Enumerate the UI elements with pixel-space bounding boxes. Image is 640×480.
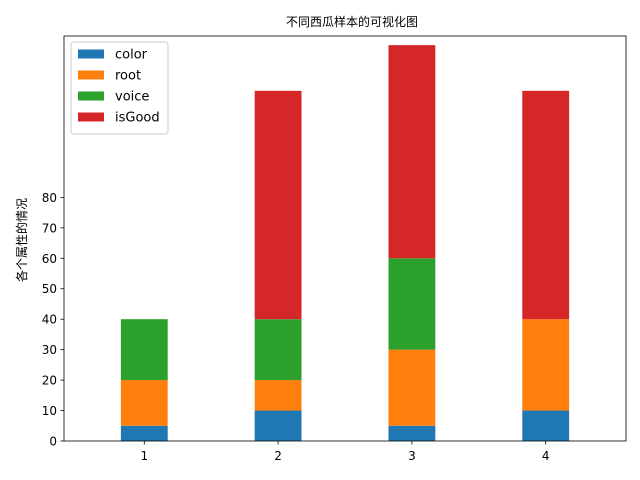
y-tick-label-10: 10 [42,404,57,418]
bar-voice-2 [254,319,302,381]
y-tick-label-30: 30 [42,343,57,357]
y-tick-label-80: 80 [42,191,57,205]
plot-frame [63,35,627,442]
x-tick-label-4: 4 [542,449,550,463]
bar-root-1 [120,380,168,426]
bars-layer [120,45,570,441]
bar-isGood-3 [388,45,436,259]
bar-root-3 [388,349,436,426]
legend-swatch-voice [78,91,104,101]
bar-color-2 [254,410,302,441]
bar-root-2 [254,380,302,411]
bar-voice-3 [388,258,436,350]
bar-color-3 [388,425,436,441]
bar-isGood-2 [254,90,302,320]
legend-label-voice: voice [115,90,149,105]
y-axis-label: 各个属性的情况 [14,198,29,282]
bar-voice-1 [120,319,168,381]
y-tick-label-40: 40 [42,313,57,327]
legend-label-root: root [115,69,141,84]
legend-swatch-color [78,49,104,59]
y-tick-label-20: 20 [42,374,57,388]
legend-frame [70,41,169,135]
chart-title: 不同西瓜样本的可视化图 [286,14,418,29]
bar-color-1 [120,425,168,441]
legend-swatch-isGood [78,112,104,122]
x-tick-label-2: 2 [274,449,282,463]
y-tick-label-60: 60 [42,252,57,266]
bar-color-4 [522,410,570,441]
x-tick-label-1: 1 [140,449,148,463]
legend: color root voice isGood [70,41,169,135]
y-tick-label-50: 50 [42,282,57,296]
bar-isGood-4 [522,90,570,320]
y-tick-label-70: 70 [42,221,57,235]
legend-swatch-root [78,70,104,80]
y-tick-label-0: 0 [49,435,57,449]
legend-label-color: color [115,48,148,63]
legend-label-isGood: isGood [115,111,160,126]
bar-root-4 [522,319,570,411]
x-tick-label-3: 3 [408,449,416,463]
